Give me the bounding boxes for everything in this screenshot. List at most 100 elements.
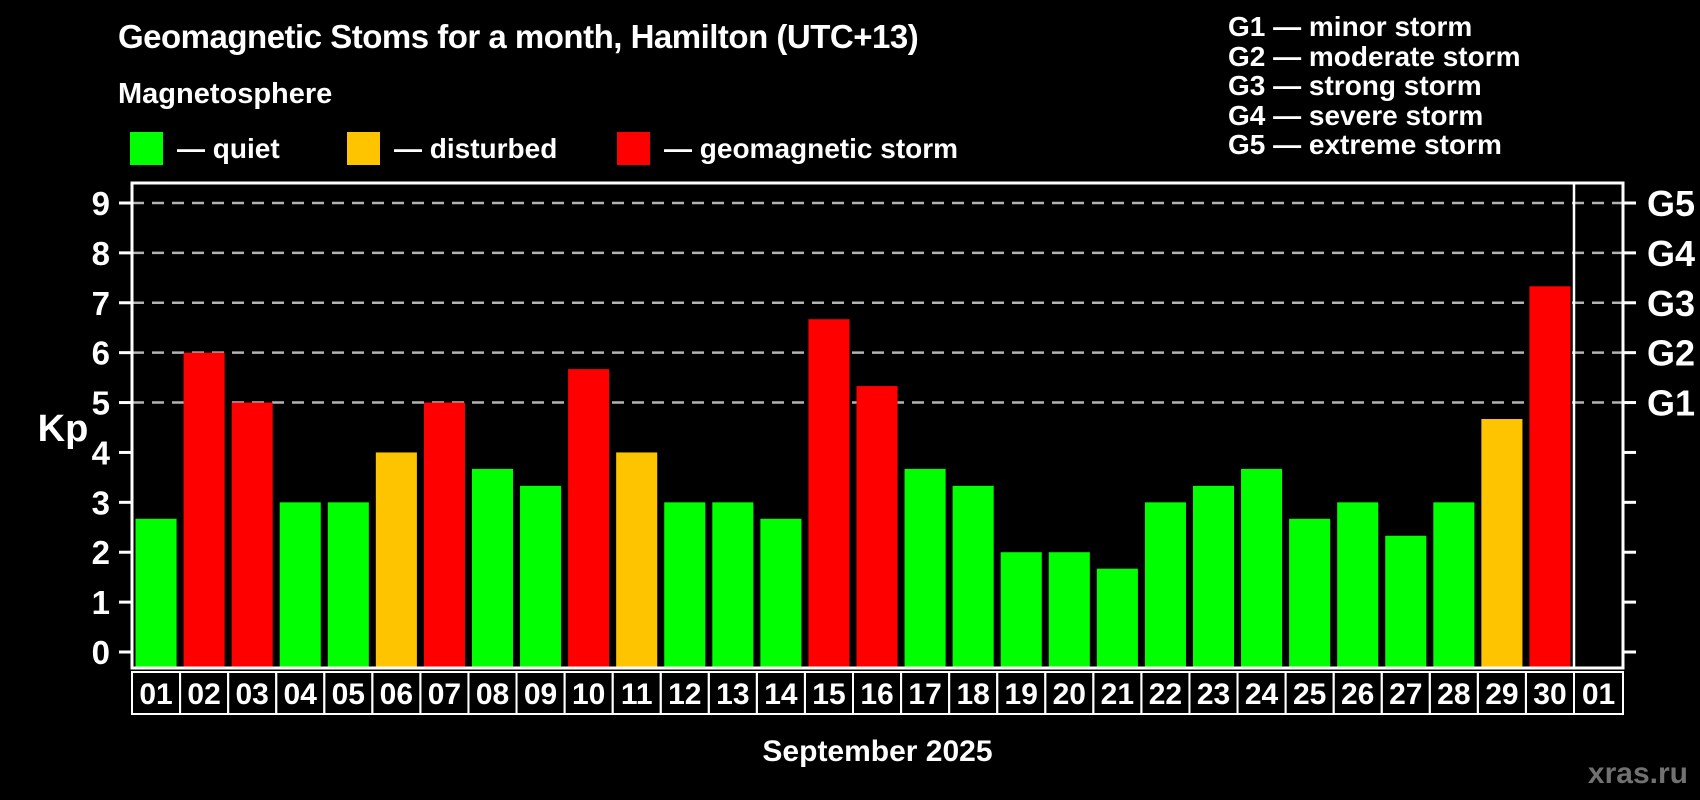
bar-day-01 — [135, 518, 177, 668]
legend-storm-label: — geomagnetic storm — [664, 132, 959, 164]
bar-day-08 — [471, 468, 514, 668]
disturbed-color-swatch — [347, 132, 380, 165]
bar-day-27 — [1385, 535, 1427, 668]
bar-day-03 — [231, 402, 273, 668]
bar-day-06 — [375, 452, 417, 668]
day-label-22: 22 — [1149, 678, 1182, 711]
y-tick-label-0: 0 — [92, 634, 110, 671]
day-label-04: 04 — [284, 678, 318, 711]
day-label-26: 26 — [1341, 678, 1374, 711]
y-tick-label-2: 2 — [92, 534, 110, 571]
day-label-05: 05 — [332, 678, 365, 711]
bar-day-07 — [423, 402, 465, 668]
day-label-01: 01 — [139, 678, 172, 711]
y-tick-label-6: 6 — [92, 335, 110, 372]
bar-day-14 — [760, 518, 802, 668]
day-label-08: 08 — [476, 678, 509, 711]
bar-day-29 — [1481, 419, 1523, 668]
day-label-11: 11 — [621, 678, 653, 711]
right-axis-label-g5: G5 — [1647, 183, 1695, 224]
legend-item-quiet: — quiet — [130, 132, 280, 165]
g-scale-legend: G1 — minor storm G2 — moderate storm G3 … — [1228, 12, 1521, 160]
bar-day-05 — [327, 502, 369, 668]
day-label-16: 16 — [860, 678, 893, 711]
g4-legend-line: G4 — severe storm — [1228, 99, 1484, 131]
bar-day-22 — [1144, 502, 1186, 668]
storm-color-swatch — [617, 132, 650, 165]
bar-day-18 — [952, 485, 994, 668]
bar-day-11 — [616, 452, 658, 668]
right-axis-label-g3: G3 — [1647, 283, 1695, 324]
chart-title: Geomagnetic Stoms for a month, Hamilton … — [118, 18, 919, 55]
day-label-01-next: 01 — [1582, 678, 1615, 711]
bar-day-28 — [1433, 502, 1475, 668]
day-label-25: 25 — [1293, 678, 1326, 711]
day-label-02: 02 — [187, 678, 220, 711]
bar-day-20 — [1048, 552, 1090, 668]
bar-day-16 — [856, 386, 898, 668]
bar-day-25 — [1289, 518, 1331, 668]
x-axis-month-label: September 2025 — [762, 735, 993, 768]
bar-day-30 — [1529, 286, 1571, 668]
day-label-24: 24 — [1245, 678, 1279, 711]
day-label-10: 10 — [572, 678, 605, 711]
day-label-17: 17 — [908, 678, 941, 711]
day-label-19: 19 — [1005, 678, 1038, 711]
day-label-27: 27 — [1389, 678, 1422, 711]
bar-day-04 — [279, 502, 321, 668]
y-tick-label-3: 3 — [92, 484, 110, 521]
chart-subtitle: Magnetosphere — [118, 78, 333, 110]
day-label-30: 30 — [1533, 678, 1566, 711]
bar-day-17 — [904, 468, 946, 668]
y-tick-label-7: 7 — [92, 285, 110, 322]
legend-item-disturbed: — disturbed — [347, 132, 557, 165]
right-axis-label-g4: G4 — [1647, 233, 1695, 274]
y-tick-label-4: 4 — [92, 434, 111, 471]
day-label-07: 07 — [428, 678, 461, 711]
y-axis-title-kp: Kp — [38, 408, 89, 450]
watermark-xras: xras.ru — [1587, 757, 1688, 790]
day-label-23: 23 — [1197, 678, 1230, 711]
right-axis-label-g2: G2 — [1647, 333, 1695, 374]
right-axis-label-g1: G1 — [1647, 383, 1695, 424]
legend-quiet-label: — quiet — [177, 132, 280, 164]
day-label-15: 15 — [812, 678, 845, 711]
day-label-20: 20 — [1053, 678, 1086, 711]
legend-item-storm: — geomagnetic storm — [617, 132, 958, 165]
day-label-09: 09 — [524, 678, 557, 711]
bar-day-12 — [664, 502, 706, 668]
day-label-13: 13 — [716, 678, 749, 711]
g3-legend-line: G3 — strong storm — [1228, 70, 1482, 101]
day-label-03: 03 — [235, 678, 268, 711]
day-label-14: 14 — [764, 678, 798, 711]
bar-day-23 — [1192, 485, 1235, 668]
y-tick-label-8: 8 — [92, 235, 110, 272]
g2-legend-line: G2 — moderate storm — [1228, 40, 1521, 72]
bar-day-09 — [520, 485, 562, 668]
g1-legend-line: G1 — minor storm — [1228, 11, 1473, 42]
bar-day-13 — [712, 502, 754, 668]
bar-day-02 — [183, 352, 225, 668]
y-tick-label-9: 9 — [92, 185, 110, 222]
quiet-color-swatch — [130, 132, 163, 165]
legend-disturbed-label: — disturbed — [394, 132, 558, 164]
day-label-29: 29 — [1485, 678, 1518, 711]
day-label-box-01-next — [1573, 671, 1624, 715]
y-tick-label-5: 5 — [92, 385, 110, 422]
day-label-28: 28 — [1437, 678, 1470, 711]
bar-day-21 — [1096, 568, 1138, 668]
day-label-12: 12 — [668, 678, 701, 711]
plot-frame — [130, 181, 1625, 670]
bar-day-15 — [808, 319, 850, 668]
day-label-06: 06 — [380, 678, 413, 711]
bar-day-19 — [1000, 552, 1042, 668]
y-tick-label-1: 1 — [92, 584, 110, 621]
bar-day-26 — [1337, 502, 1379, 668]
bar-day-10 — [568, 369, 610, 668]
g5-legend-line: G5 — extreme storm — [1228, 129, 1502, 160]
bar-day-24 — [1241, 468, 1283, 668]
day-label-21: 21 — [1101, 678, 1134, 711]
day-label-18: 18 — [956, 678, 989, 711]
